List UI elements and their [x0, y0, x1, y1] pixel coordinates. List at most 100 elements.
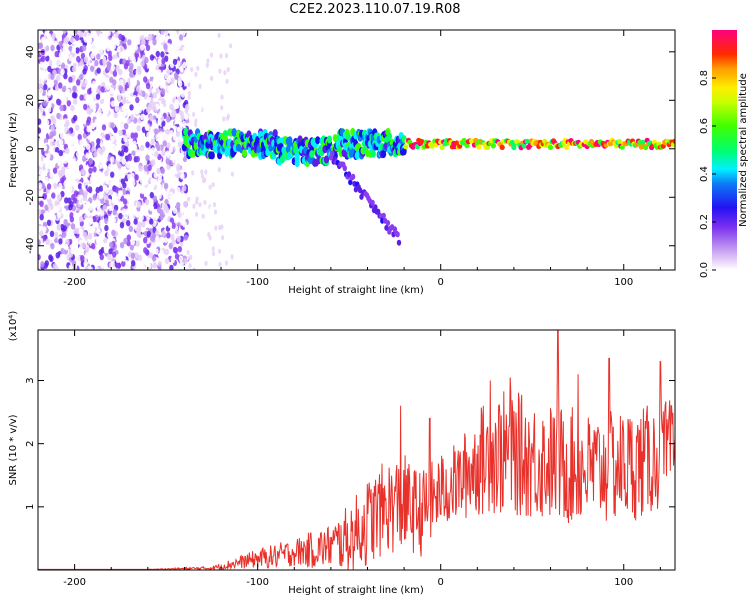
spectrogram-noise-cell — [75, 124, 80, 131]
spectrogram-noise-cell — [155, 87, 160, 95]
spectrogram-noise-cell — [87, 134, 93, 141]
spectrogram-noise-cell — [52, 263, 57, 270]
spectrogram-noise-cell — [126, 265, 131, 270]
spectrogram-noise-cell — [180, 91, 186, 98]
spectrogram-noise-cell — [189, 223, 193, 229]
spectrogram-noise-cell — [139, 262, 144, 269]
spectrogram-noise-cell — [79, 188, 84, 195]
spectrogram-noise-cell — [106, 45, 111, 52]
spectrogram-noise-cell — [95, 93, 101, 100]
spectrogram-noise-cell — [110, 171, 115, 178]
spectrogram-noise-cell — [210, 75, 214, 81]
spectrogram-noise-cell — [166, 232, 171, 239]
spectrogram-noise-cell — [181, 120, 186, 128]
spectrogram-branch-cell — [373, 204, 378, 211]
spectrogram-signal-cell — [616, 138, 623, 144]
spectrogram-noise-cell — [198, 202, 202, 208]
spectrogram-noise-cell — [103, 38, 108, 45]
spectrogram-noise-cell — [81, 80, 86, 88]
spectrogram-noise-cell — [92, 215, 97, 223]
spectrogram-noise-cell — [38, 66, 41, 74]
spectrogram-noise-cell — [39, 72, 44, 80]
spectrogram-noise-cell — [94, 46, 99, 53]
spectrogram-noise-cell — [58, 58, 63, 66]
spectrogram-noise-cell — [129, 216, 135, 223]
spectrogram-noise-cell — [43, 212, 48, 220]
spectrogram-noise-cell — [229, 81, 233, 87]
spectrogram-noise-cell — [109, 241, 114, 249]
spectrogram-noise-cell — [107, 232, 112, 239]
spectrogram-noise-cell — [126, 131, 131, 138]
spectrogram-noise-cell — [182, 185, 187, 192]
spectrogram-noise-cell — [154, 150, 159, 158]
spectrogram-noise-cell — [161, 120, 166, 127]
spectrogram-noise-cell — [117, 95, 122, 103]
spectrogram-noise-cell — [112, 70, 118, 77]
spectrogram-noise-cell — [65, 120, 70, 127]
spectrogram-noise-cell — [61, 208, 67, 215]
spectrogram-noise-cell — [135, 155, 140, 163]
spectrogram-noise-cell — [60, 177, 65, 184]
spectrogram-noise-cell — [46, 219, 52, 226]
spectrogram-y-tick-label: 0 — [25, 146, 36, 152]
spectrogram-noise-cell — [84, 266, 89, 270]
spectrogram-signal-cell — [564, 144, 570, 150]
spectrogram-noise-cell — [179, 261, 184, 268]
spectrogram-signal-cell — [272, 129, 278, 138]
spectrogram-noise-cell — [102, 58, 107, 65]
spectrogram-noise-cell — [83, 103, 88, 111]
spectrogram-noise-cell — [113, 111, 118, 119]
spectrogram-noise-cell — [96, 67, 101, 74]
spectrogram-noise-cell — [114, 186, 119, 193]
spectrogram-noise-cell — [110, 122, 115, 129]
spectrogram-noise-cell — [122, 182, 127, 189]
spectrogram-noise-cell — [203, 104, 208, 110]
spectrogram-noise-cell — [124, 52, 129, 59]
spectrogram-noise-cell — [176, 202, 181, 209]
spectrogram-noise-cell — [184, 113, 189, 121]
spectrogram-noise-cell — [54, 152, 59, 159]
spectrogram-noise-cell — [110, 156, 115, 163]
spectrogram-noise-cell — [140, 206, 145, 213]
spectrogram-noise-cell — [65, 147, 70, 155]
spectrogram-noise-cell — [118, 85, 124, 92]
spectrogram-noise-cell — [145, 141, 150, 148]
spectrogram-signal-cell — [643, 144, 649, 151]
snr-y-axis-label: SNR (10 * v/v) — [8, 414, 19, 485]
spectrogram-noise-cell — [79, 31, 84, 38]
snr-series-line — [38, 330, 675, 570]
spectrogram-noise-cell — [154, 128, 159, 135]
spectrogram-noise-cell — [143, 237, 148, 244]
spectrogram-noise-cell — [172, 246, 178, 254]
spectrogram-noise-cell — [175, 130, 181, 138]
spectrogram-noise-cell — [187, 94, 191, 100]
spectrogram-noise-cell — [224, 53, 229, 59]
spectrogram-noise-cell — [42, 226, 47, 233]
spectrogram-noise-cell — [85, 94, 90, 101]
spectrogram-noise-cell — [149, 81, 154, 88]
spectrogram-noise-cell — [149, 205, 154, 212]
spectrogram-noise-cell — [118, 129, 123, 136]
spectrogram-noise-cell — [220, 105, 224, 111]
figure-title: C2E2.2023.110.07.19.R08 — [289, 2, 461, 17]
spectrogram-noise-cell — [105, 83, 111, 91]
spectrogram-noise-cell — [183, 201, 188, 208]
spectrogram-noise-cell — [169, 130, 174, 137]
spectrogram-noise-cell — [42, 193, 47, 200]
spectrogram-noise-cell — [130, 40, 136, 47]
spectrogram-noise-cell — [79, 139, 84, 147]
spectrogram-noise-cell — [83, 175, 88, 183]
spectrogram-noise-cell — [55, 147, 60, 154]
spectrogram-noise-cell — [57, 99, 62, 106]
spectrogram-noise-cell — [142, 158, 148, 166]
spectrogram-signal-cell — [309, 150, 315, 159]
spectrogram-noise-cell — [119, 79, 124, 86]
spectrogram-noise-cell — [82, 68, 87, 75]
spectrogram-noise-cell — [204, 169, 208, 175]
spectrogram-noise-cell — [165, 206, 170, 214]
spectrogram-noise-cell — [143, 171, 148, 178]
spectrogram-noise-cell — [109, 147, 115, 154]
spectrogram-noise-cell — [128, 66, 133, 73]
spectrogram-noise-cell — [50, 81, 55, 88]
